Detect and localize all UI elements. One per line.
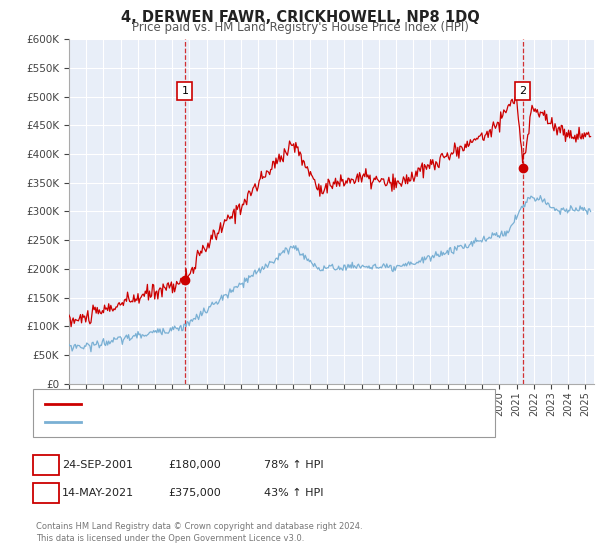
Text: 2: 2	[520, 86, 526, 96]
Text: £375,000: £375,000	[168, 488, 221, 498]
Text: 78% ↑ HPI: 78% ↑ HPI	[264, 460, 323, 470]
Text: £180,000: £180,000	[168, 460, 221, 470]
Text: 43% ↑ HPI: 43% ↑ HPI	[264, 488, 323, 498]
Text: 14-MAY-2021: 14-MAY-2021	[62, 488, 134, 498]
Text: 2: 2	[43, 488, 50, 498]
Text: 4, DERWEN FAWR, CRICKHOWELL, NP8 1DQ (detached house): 4, DERWEN FAWR, CRICKHOWELL, NP8 1DQ (de…	[87, 399, 409, 409]
Text: 1: 1	[43, 460, 50, 470]
Text: HPI: Average price, detached house, Powys: HPI: Average price, detached house, Powy…	[87, 417, 312, 427]
Text: Contains HM Land Registry data © Crown copyright and database right 2024.
This d: Contains HM Land Registry data © Crown c…	[36, 522, 362, 543]
Text: 4, DERWEN FAWR, CRICKHOWELL, NP8 1DQ: 4, DERWEN FAWR, CRICKHOWELL, NP8 1DQ	[121, 10, 479, 25]
Text: 24-SEP-2001: 24-SEP-2001	[62, 460, 133, 470]
Text: 1: 1	[181, 86, 188, 96]
Text: Price paid vs. HM Land Registry's House Price Index (HPI): Price paid vs. HM Land Registry's House …	[131, 21, 469, 34]
